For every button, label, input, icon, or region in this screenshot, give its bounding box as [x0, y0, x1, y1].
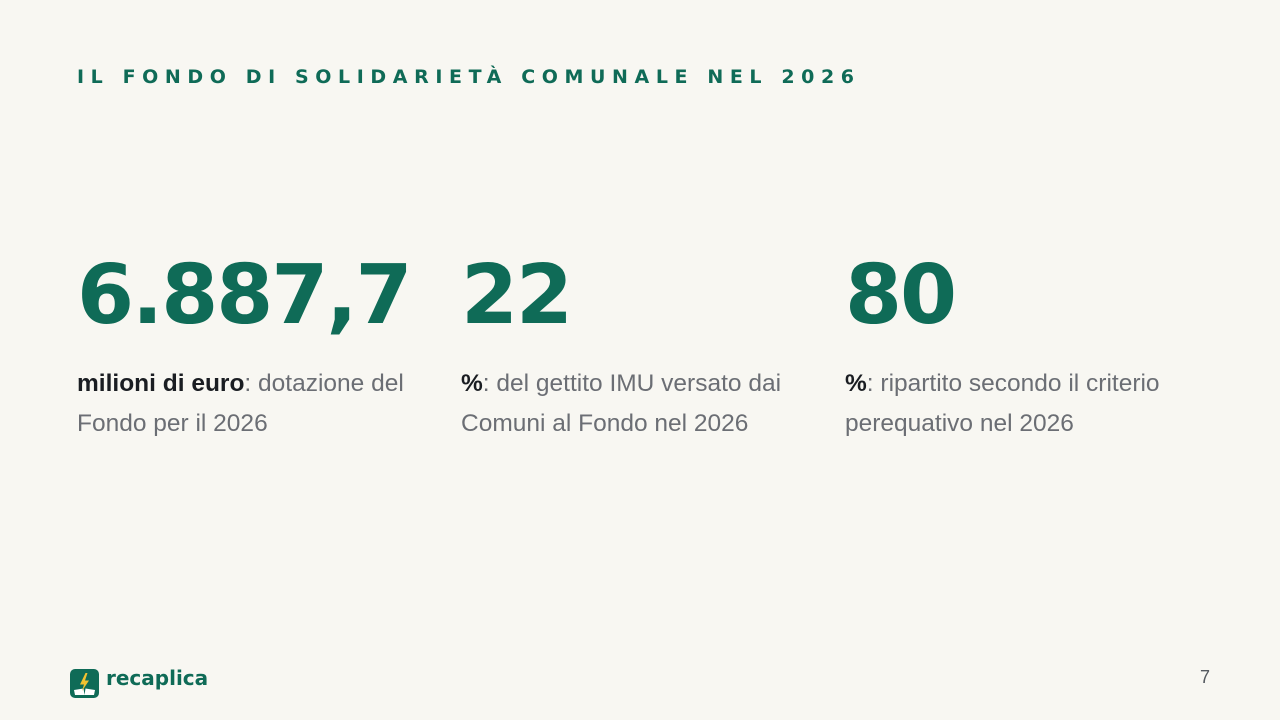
stat-value: 80: [845, 248, 957, 343]
stat-value: 22: [461, 248, 573, 343]
stats-row: 6.887,7 milioni di euro: dotazione del F…: [77, 250, 1227, 450]
stat-fund-allocation: 6.887,7 milioni di euro: dotazione del F…: [77, 250, 442, 444]
brand-logo: recaplica: [70, 665, 209, 698]
stat-equalization-share: 80 %: ripartito secondo il criterio pere…: [845, 250, 1210, 444]
slide-kicker-title: IL FONDO DI SOLIDARIETÀ COMUNALE NEL 202…: [77, 66, 861, 88]
book-lightning-logo-icon: [70, 669, 99, 698]
stat-unit: milioni di euro: [77, 370, 245, 397]
stat-description: %: del gettito IMU versato dai Comuni al…: [461, 364, 826, 444]
stat-description-text: : dotazione del Fondo per il 2026: [77, 370, 404, 437]
stat-unit: %: [461, 370, 483, 397]
page-number: 7: [1199, 667, 1210, 687]
stat-description-text: : del gettito IMU versato dai Comuni al …: [461, 370, 782, 437]
stat-imu-share: 22 %: del gettito IMU versato dai Comuni…: [461, 250, 826, 444]
stat-description: %: ripartito secondo il criterio perequa…: [845, 364, 1210, 444]
stat-description: milioni di euro: dotazione del Fondo per…: [77, 364, 442, 444]
stat-value: 6.887,7: [77, 248, 413, 343]
brand-name: recaplica: [106, 665, 209, 690]
stat-description-text: : ripartito secondo il criterio perequat…: [845, 370, 1160, 437]
stat-unit: %: [845, 370, 867, 397]
